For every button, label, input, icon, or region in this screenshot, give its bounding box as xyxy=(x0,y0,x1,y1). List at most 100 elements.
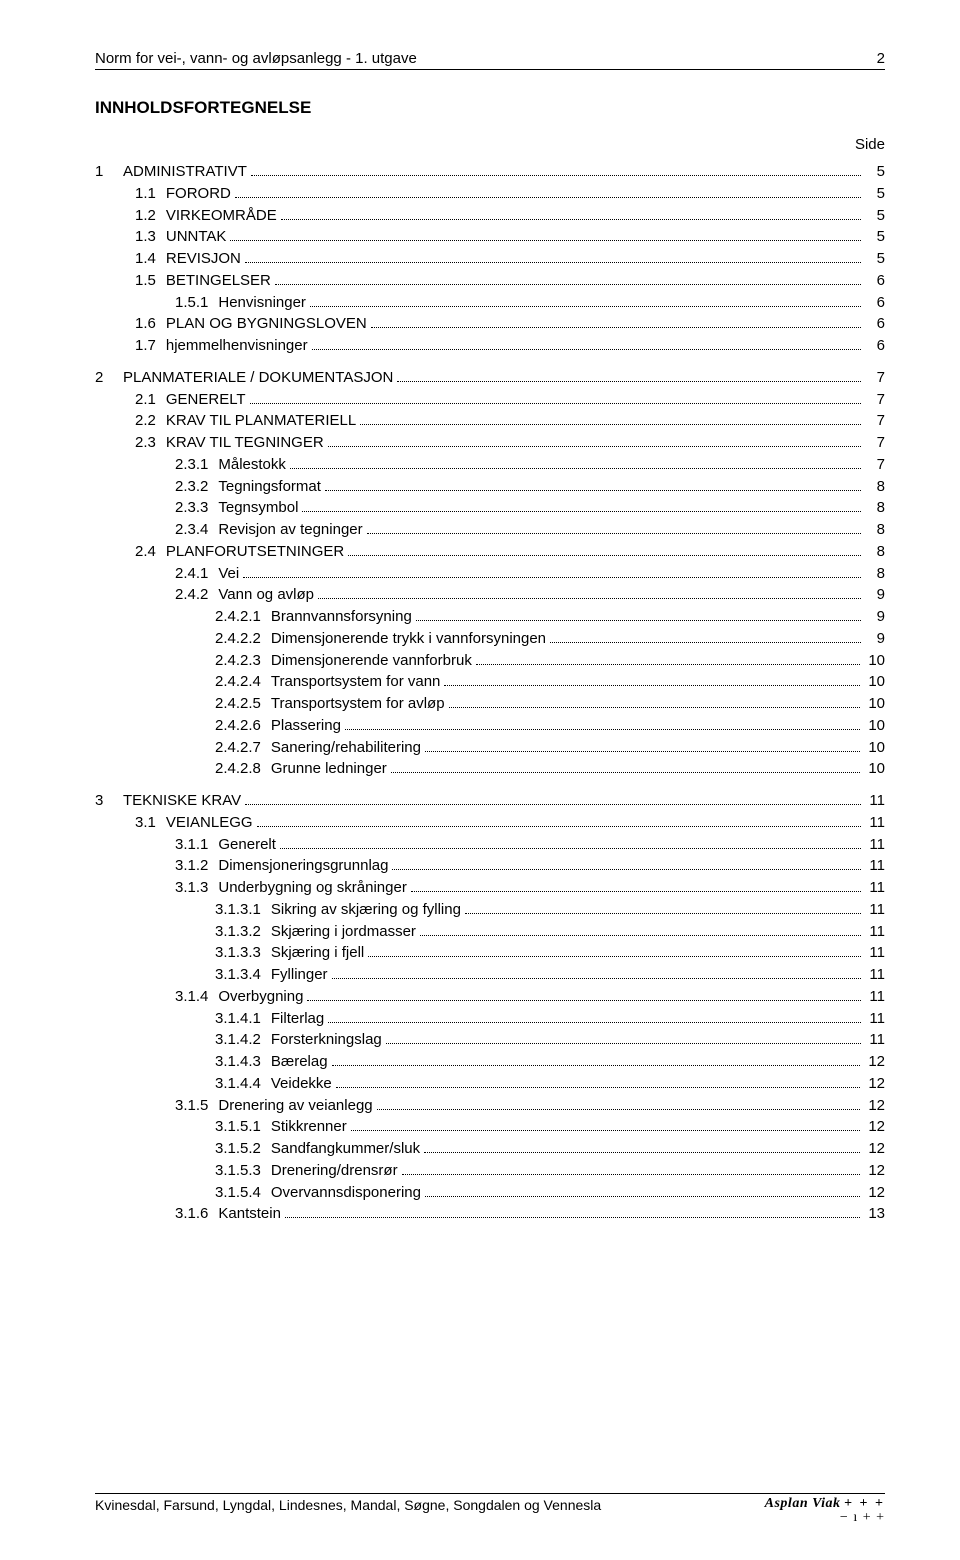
toc-title: VEIANLEGG xyxy=(166,812,253,834)
document-heading: INNHOLDSFORTEGNELSE xyxy=(95,98,885,118)
toc-leader-dots xyxy=(377,1109,861,1110)
toc-row: 2.4.1Vei8 xyxy=(95,563,885,585)
toc-title: Skjæring i jordmasser xyxy=(271,921,416,943)
toc-page-number: 11 xyxy=(865,1008,885,1030)
toc-number: 3.1.5.1 xyxy=(95,1116,271,1138)
toc-leader-dots xyxy=(425,751,860,752)
toc-page-number: 10 xyxy=(864,715,885,737)
toc-leader-dots xyxy=(411,891,861,892)
table-of-contents: 1ADMINISTRATIVT51.1FORORD51.2VIRKEOMRÅDE… xyxy=(95,161,885,1225)
toc-leader-dots xyxy=(235,197,861,198)
toc-number: 1.4 xyxy=(95,248,166,270)
toc-title: Filterlag xyxy=(271,1008,324,1030)
toc-page-number: 10 xyxy=(864,737,885,759)
toc-spacer xyxy=(95,780,885,790)
toc-row: 3.1.4.4Veidekke12 xyxy=(95,1073,885,1095)
toc-row: 3.1.4.1Filterlag11 xyxy=(95,1008,885,1030)
toc-number: 3.1 xyxy=(95,812,166,834)
toc-row: 2.4.2Vann og avløp9 xyxy=(95,584,885,606)
toc-number: 3.1.5.2 xyxy=(95,1138,271,1160)
toc-number: 1 xyxy=(95,161,123,183)
toc-leader-dots xyxy=(243,577,861,578)
toc-title: Sandfangkummer/sluk xyxy=(271,1138,420,1160)
toc-number: 1.1 xyxy=(95,183,166,205)
toc-number: 3.1.3.3 xyxy=(95,942,271,964)
toc-title: Transportsystem for avløp xyxy=(271,693,445,715)
toc-page-number: 11 xyxy=(865,855,885,877)
toc-title: Underbygning og skråninger xyxy=(218,877,406,899)
toc-leader-dots xyxy=(332,1065,861,1066)
toc-page-number: 11 xyxy=(865,942,885,964)
toc-page-number: 12 xyxy=(864,1051,885,1073)
toc-title: Veidekke xyxy=(271,1073,332,1095)
toc-page-number: 10 xyxy=(864,650,885,672)
toc-leader-dots xyxy=(550,642,861,643)
toc-row: 1.5.1Henvisninger6 xyxy=(95,292,885,314)
running-header: Norm for vei-, vann- og avløpsanlegg - 1… xyxy=(95,50,885,70)
toc-spacer xyxy=(95,357,885,367)
toc-title: hjemmelhenvisninger xyxy=(166,335,308,357)
toc-page-number: 12 xyxy=(864,1160,885,1182)
toc-title: KRAV TIL PLANMATERIELL xyxy=(166,410,356,432)
toc-leader-dots xyxy=(360,424,861,425)
toc-row: 2.3.2Tegningsformat8 xyxy=(95,476,885,498)
toc-title: Brannvannsforsyning xyxy=(271,606,412,628)
toc-leader-dots xyxy=(257,826,861,827)
toc-title: Stikkrenner xyxy=(271,1116,347,1138)
toc-row: 3.1.2Dimensjoneringsgrunnlag 11 xyxy=(95,855,885,877)
toc-leader-dots xyxy=(367,533,861,534)
toc-page-number: 5 xyxy=(865,226,885,248)
toc-title: Forsterkningslag xyxy=(271,1029,382,1051)
toc-row: 2.4.2.5Transportsystem for avløp 10 xyxy=(95,693,885,715)
toc-title: REVISJON xyxy=(166,248,241,270)
toc-leader-dots xyxy=(348,555,861,556)
toc-leader-dots xyxy=(325,490,861,491)
toc-number: 3.1.1 xyxy=(95,834,218,856)
toc-row: 2PLANMATERIALE / DOKUMENTASJON7 xyxy=(95,367,885,389)
header-title: Norm for vei-, vann- og avløpsanlegg - 1… xyxy=(95,50,417,67)
toc-leader-dots xyxy=(351,1130,861,1131)
toc-leader-dots xyxy=(402,1174,861,1175)
toc-title: Henvisninger xyxy=(218,292,306,314)
toc-page-number: 11 xyxy=(865,812,885,834)
toc-title: Dimensjonerende trykk i vannforsyningen xyxy=(271,628,546,650)
toc-title: Dimensjoneringsgrunnlag xyxy=(218,855,388,877)
toc-title: Kantstein xyxy=(218,1203,281,1225)
toc-row: 3.1.3.1Sikring av skjæring og fylling11 xyxy=(95,899,885,921)
toc-row: 2.4.2.3Dimensjonerende vannforbruk10 xyxy=(95,650,885,672)
toc-page-number: 5 xyxy=(865,248,885,270)
toc-page-number: 11 xyxy=(865,1029,885,1051)
toc-row: 3.1.4.2Forsterkningslag11 xyxy=(95,1029,885,1051)
toc-number: 1.7 xyxy=(95,335,166,357)
page: Norm for vei-, vann- og avløpsanlegg - 1… xyxy=(0,0,960,1255)
toc-page-number: 13 xyxy=(864,1203,885,1225)
toc-title: Grunne ledninger xyxy=(271,758,387,780)
toc-page-number: 11 xyxy=(865,877,885,899)
toc-number: 3.1.5 xyxy=(95,1095,218,1117)
toc-leader-dots xyxy=(245,804,861,805)
toc-title: Generelt xyxy=(218,834,276,856)
toc-title: PLANFORUTSETNINGER xyxy=(166,541,344,563)
toc-number: 2.4.2.4 xyxy=(95,671,271,693)
toc-row: 1ADMINISTRATIVT5 xyxy=(95,161,885,183)
toc-leader-dots xyxy=(345,729,860,730)
toc-page-number: 6 xyxy=(865,292,885,314)
toc-leader-dots xyxy=(290,468,861,469)
toc-number: 2.4.2.7 xyxy=(95,737,271,759)
toc-number: 3.1.2 xyxy=(95,855,218,877)
toc-title: PLAN OG BYGNINGSLOVEN xyxy=(166,313,367,335)
toc-number: 1.6 xyxy=(95,313,166,335)
toc-number: 2.4.2.3 xyxy=(95,650,271,672)
toc-page-number: 6 xyxy=(865,335,885,357)
toc-row: 2.3.4Revisjon av tegninger8 xyxy=(95,519,885,541)
toc-row: 2.4.2.2Dimensjonerende trykk i vannforsy… xyxy=(95,628,885,650)
toc-page-number: 8 xyxy=(865,563,885,585)
toc-leader-dots xyxy=(250,403,861,404)
toc-page-number: 11 xyxy=(865,899,885,921)
toc-row: 1.2VIRKEOMRÅDE5 xyxy=(95,205,885,227)
toc-page-number: 10 xyxy=(864,693,885,715)
toc-leader-dots xyxy=(476,664,860,665)
toc-page-number: 7 xyxy=(865,367,885,389)
toc-title: Fyllinger xyxy=(271,964,328,986)
toc-number: 2.4.2.5 xyxy=(95,693,271,715)
